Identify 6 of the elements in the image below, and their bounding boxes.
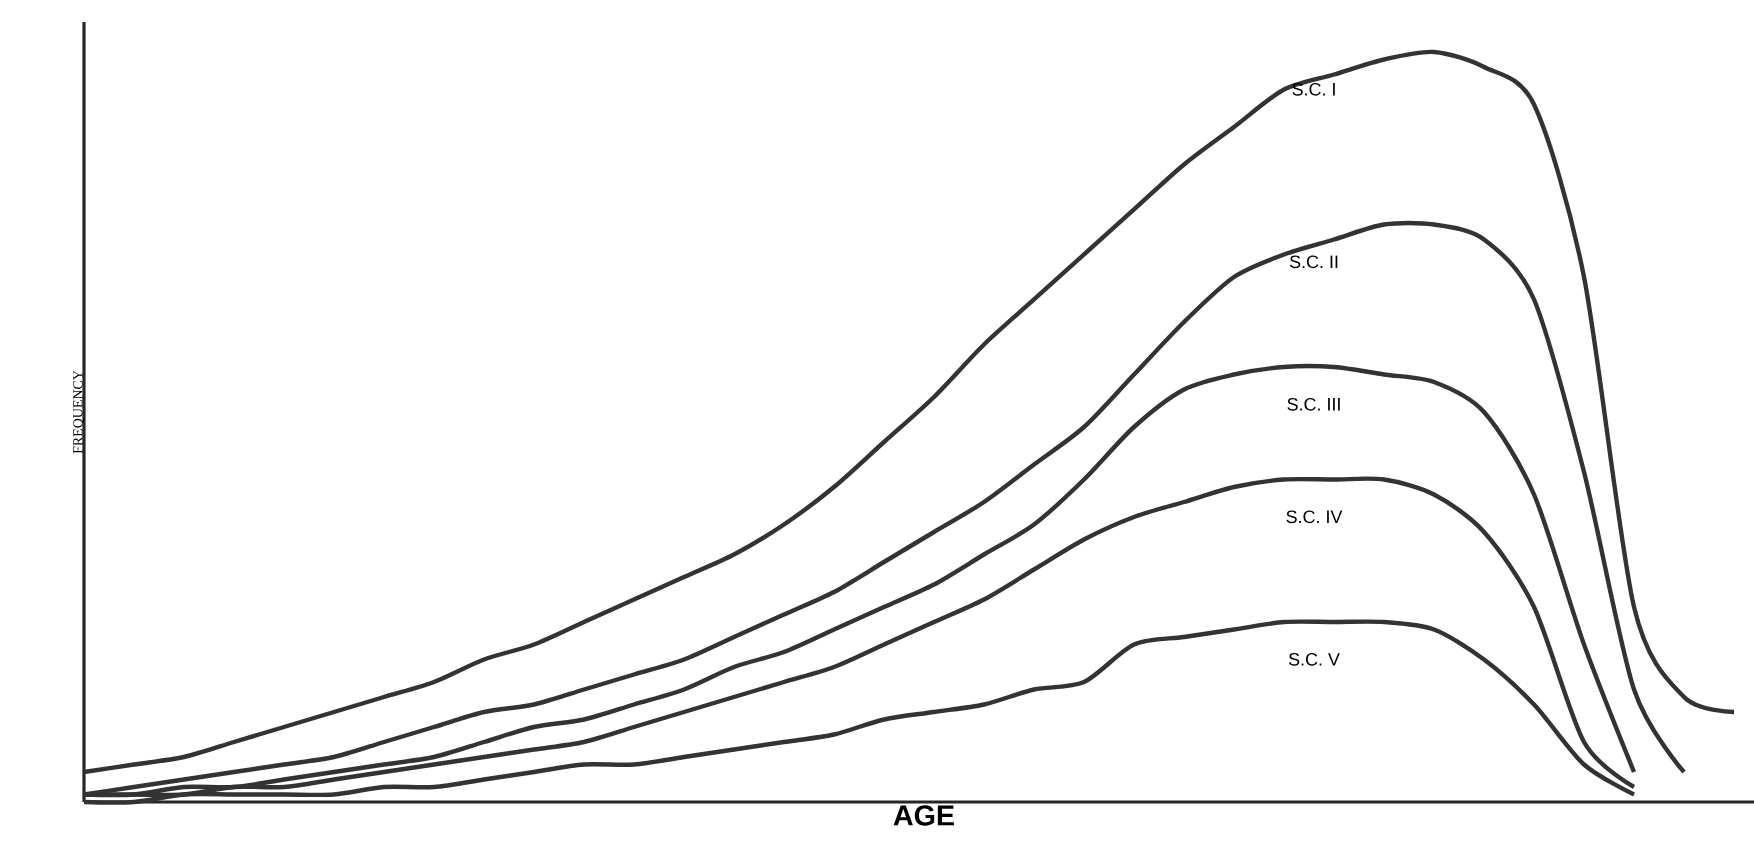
series-label: S.C. III [1287,397,1340,411]
series-label: S.C. II [1289,255,1338,269]
series-label: S.C. IV [1286,510,1343,524]
series-label: S.C. V [1288,652,1340,666]
x-axis-title: AGE [893,805,954,826]
series-label: S.C. I [1292,82,1335,96]
